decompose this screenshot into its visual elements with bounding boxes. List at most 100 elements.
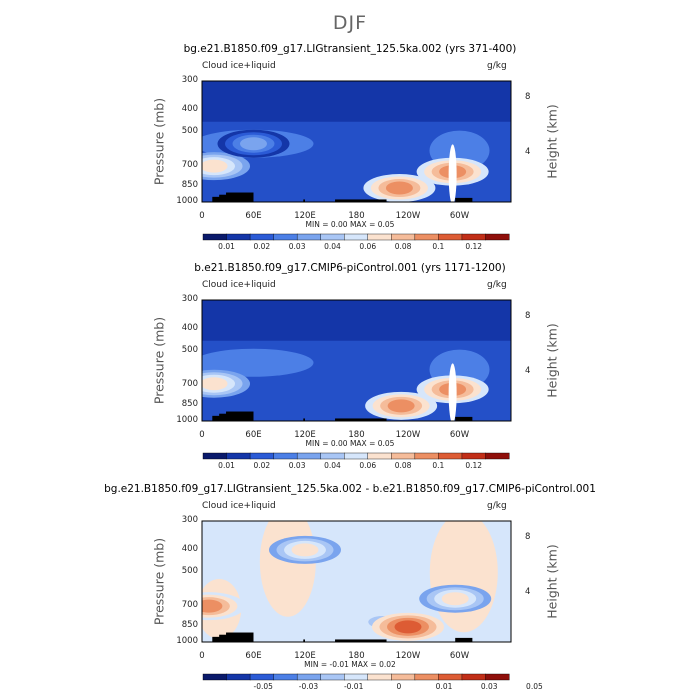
colorbar-swatch bbox=[391, 452, 416, 460]
colorbar-swatch bbox=[438, 452, 463, 460]
colorbar-swatch bbox=[226, 452, 251, 460]
contour-feature bbox=[394, 620, 422, 634]
colorbar-label: 0.1 bbox=[432, 242, 445, 251]
colorbar-swatch bbox=[438, 233, 463, 241]
y-tick-label: 850 bbox=[181, 398, 198, 409]
colorbar-swatch bbox=[249, 673, 275, 681]
topography bbox=[303, 639, 305, 642]
stats-label: MIN = -0.01 MAX = 0.02 bbox=[304, 660, 396, 669]
colorbar-swatch bbox=[485, 452, 510, 460]
colorbar-label: 0.04 bbox=[324, 461, 341, 470]
y-tick-label: 700 bbox=[181, 379, 198, 390]
colorbar-swatch bbox=[320, 233, 345, 241]
plot-frame bbox=[201, 80, 512, 203]
x-tick-label: 120E bbox=[294, 651, 316, 661]
colorbar-swatch bbox=[414, 452, 439, 460]
y-tick-label: 1000 bbox=[176, 636, 198, 646]
topography bbox=[455, 637, 473, 642]
topography bbox=[455, 416, 473, 421]
x-tick-label: 0 bbox=[199, 211, 205, 221]
colorbar-swatch bbox=[367, 452, 392, 460]
colorbar-swatch bbox=[438, 673, 463, 681]
colorbar bbox=[202, 673, 510, 681]
colorbar-label: 0.08 bbox=[394, 461, 412, 470]
x-tick-label: 120E bbox=[294, 430, 316, 440]
x-tick-label: 0 bbox=[199, 651, 205, 661]
colorbar-swatch bbox=[249, 452, 275, 460]
plot-frame bbox=[201, 520, 512, 643]
topography bbox=[455, 197, 473, 202]
colorbar-swatch bbox=[226, 673, 251, 681]
x-tick-label: 120W bbox=[395, 651, 421, 661]
colorbar-label: 0.08 bbox=[394, 242, 412, 251]
colorbar-label: 0.02 bbox=[253, 242, 271, 251]
y2-tick-label: 4 bbox=[525, 587, 531, 598]
y2-tick-label: 8 bbox=[525, 532, 531, 543]
colorbar-swatch bbox=[367, 233, 392, 241]
colorbar-swatch bbox=[273, 452, 298, 460]
y-tick-label: 1000 bbox=[176, 415, 198, 425]
x-tick-label: 0 bbox=[199, 430, 205, 440]
y-tick-label: 1000 bbox=[176, 196, 198, 206]
colorbar-swatch bbox=[344, 233, 369, 241]
colorbar-swatch bbox=[273, 673, 298, 681]
figure-title: DJF bbox=[332, 12, 368, 34]
colorbar-label: -0.05 bbox=[253, 682, 273, 691]
variable-label: Cloud ice+liquid bbox=[202, 61, 276, 71]
colorbar-swatch bbox=[391, 673, 416, 681]
colorbar-label: 0.06 bbox=[359, 461, 377, 470]
y2-tick-label: 4 bbox=[525, 366, 531, 377]
y-axis-label: Pressure (mb) bbox=[151, 97, 167, 185]
panel-title: bg.e21.B1850.f09_g17.LIGtransient_125.5k… bbox=[104, 483, 596, 495]
colorbar-swatch bbox=[202, 673, 228, 681]
topography bbox=[335, 199, 387, 202]
colorbar-swatch bbox=[461, 233, 486, 241]
x-tick-label: 60E bbox=[245, 430, 262, 440]
topography bbox=[335, 639, 387, 642]
colorbar-swatch bbox=[296, 452, 322, 460]
y-tick-label: 500 bbox=[181, 345, 198, 356]
contour-feature bbox=[202, 599, 223, 613]
topography bbox=[303, 199, 305, 202]
colorbar-swatch bbox=[226, 233, 251, 241]
colorbar bbox=[202, 233, 510, 241]
topography bbox=[335, 418, 387, 421]
colorbar-swatch bbox=[414, 673, 439, 681]
colorbar-swatch bbox=[485, 233, 510, 241]
plot-area bbox=[201, 520, 512, 643]
colorbar-swatch bbox=[296, 233, 322, 241]
topography bbox=[226, 632, 254, 642]
x-tick-label: 60W bbox=[449, 651, 470, 661]
x-tick-label: 180 bbox=[348, 651, 365, 661]
x-tick-label: 120W bbox=[395, 430, 421, 440]
colorbar-swatch bbox=[273, 233, 298, 241]
panel-title: b.e21.B1850.f09_g17.CMIP6-piControl.001 … bbox=[194, 262, 506, 274]
contour-feature bbox=[448, 144, 457, 202]
y-tick-label: 400 bbox=[181, 543, 198, 554]
colorbar-swatch bbox=[202, 233, 228, 241]
y-axis-label: Pressure (mb) bbox=[151, 316, 167, 404]
colorbar-label: -0.01 bbox=[343, 682, 364, 691]
colorbar-swatch bbox=[367, 673, 392, 681]
colorbar-swatch bbox=[344, 673, 369, 681]
colorbar-swatch bbox=[320, 673, 345, 681]
colorbar-swatch bbox=[249, 233, 275, 241]
contour-feature bbox=[291, 543, 319, 557]
colorbar-swatch bbox=[320, 452, 345, 460]
y2-tick-label: 8 bbox=[525, 92, 531, 103]
colorbar-label: 0.01 bbox=[435, 682, 453, 691]
x-tick-label: 60W bbox=[449, 211, 470, 221]
y-tick-label: 400 bbox=[181, 322, 198, 333]
y2-axis-label: Height (km) bbox=[544, 103, 560, 179]
colorbar bbox=[202, 452, 510, 460]
y-tick-label: 500 bbox=[181, 126, 198, 137]
x-tick-label: 120W bbox=[395, 211, 421, 221]
units-label: g/kg bbox=[487, 501, 507, 511]
contour-feature bbox=[387, 399, 415, 413]
colorbar-swatch bbox=[344, 452, 369, 460]
y2-axis-label: Height (km) bbox=[544, 322, 560, 398]
plot-frame bbox=[201, 299, 512, 422]
colorbar-label: 0.04 bbox=[324, 242, 341, 251]
contour-feature bbox=[448, 363, 457, 421]
contour-feature bbox=[240, 137, 267, 151]
